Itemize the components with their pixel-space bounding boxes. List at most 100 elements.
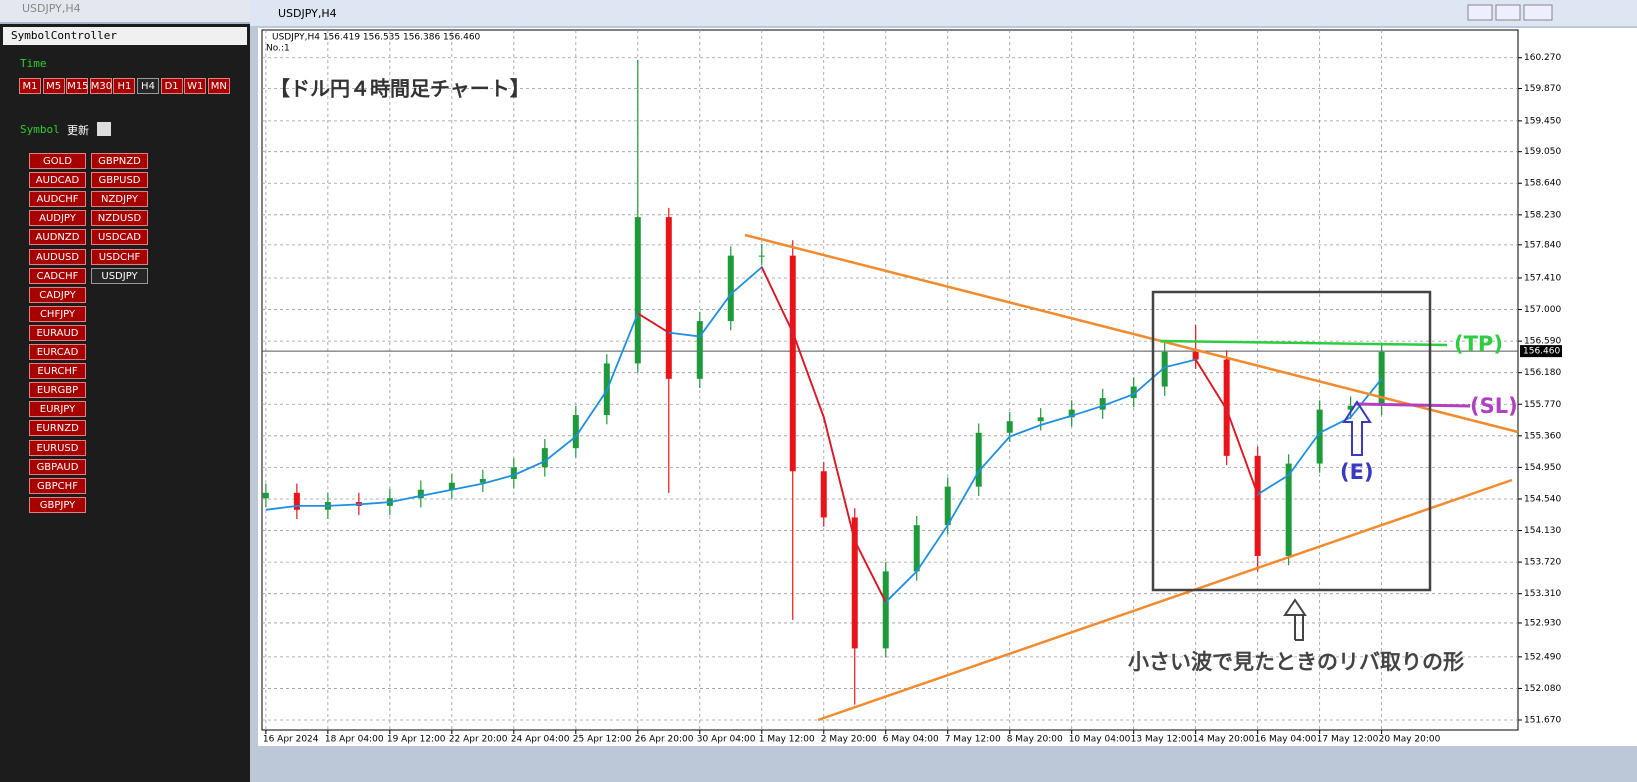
button[interactable]: H4 [137, 78, 159, 94]
button[interactable]: H1 [113, 78, 136, 94]
button[interactable]: D1 [160, 78, 183, 94]
y-tick-label: 159.050 [1524, 147, 1561, 157]
maximize-button[interactable] [1495, 4, 1521, 21]
button[interactable]: M5 [42, 78, 65, 94]
candle-body [758, 255, 765, 257]
refresh-button[interactable] [97, 122, 111, 136]
x-tick-label: 25 Apr 12:00 [573, 735, 632, 745]
x-tick-label: 13 May 12:00 [1131, 735, 1193, 745]
y-tick-label: 151.670 [1524, 715, 1561, 725]
y-tick-label: 154.950 [1524, 463, 1561, 473]
y-tick-label: 154.540 [1524, 494, 1561, 504]
entry-label: (E) [1340, 460, 1374, 484]
button[interactable]: EURJPY [29, 401, 86, 418]
x-tick-label: 26 Apr 20:00 [635, 735, 694, 745]
candle-body [1161, 351, 1168, 387]
button[interactable]: M15 [66, 78, 89, 94]
button[interactable]: NZDUSD [91, 210, 148, 227]
x-tick-label: 2 May 20:00 [821, 735, 877, 745]
sl-line [1354, 402, 1471, 408]
x-tick-label: 24 Apr 04:00 [511, 735, 570, 745]
candle-body [1006, 421, 1013, 433]
button[interactable]: USDCHF [91, 248, 148, 265]
y-tick-label: 153.720 [1524, 558, 1561, 568]
button[interactable]: M1 [19, 78, 41, 94]
candle-body [975, 432, 982, 487]
button[interactable]: GBPUSD [91, 172, 148, 189]
candle-body [882, 571, 889, 649]
close-button[interactable] [1523, 4, 1553, 21]
minimize-button[interactable] [1467, 4, 1493, 21]
x-tick-label: 18 Apr 04:00 [325, 735, 384, 745]
window-title: USDJPY,H4 [22, 2, 81, 15]
annotation: 小さい波で見たときのリバ取りの形 [1128, 650, 1464, 674]
x-tick-label: 20 May 20:00 [1379, 735, 1441, 745]
entry-arrow [1342, 400, 1372, 456]
button[interactable]: AUDNZD [29, 229, 86, 246]
back-window-title: USDJPY,H4 [0, 0, 250, 22]
candle-body [1037, 417, 1044, 422]
candle-body [913, 525, 920, 572]
button[interactable]: AUDCHF [29, 191, 86, 208]
button[interactable]: EURCAD [29, 344, 86, 360]
button[interactable]: MN [207, 78, 230, 94]
tp-line [1159, 339, 1448, 347]
x-tick-label: 16 Apr 2024 [263, 735, 319, 745]
button[interactable]: EURCHF [29, 363, 86, 380]
y-tick-label: 157.410 [1524, 273, 1561, 283]
y-tick-label: 152.930 [1524, 618, 1561, 628]
symbol-label: Symbol [20, 123, 60, 136]
button[interactable]: USDJPY [91, 267, 148, 284]
button[interactable]: GBPJPY [29, 496, 86, 513]
x-tick-label: 1 May 12:00 [759, 735, 815, 745]
symbol-controller: SymbolController Time Symbol 更新 M1 M5 M15 M… [0, 24, 250, 782]
button[interactable]: CADJPY [29, 286, 86, 303]
y-tick-label: 155.360 [1524, 431, 1561, 441]
button[interactable]: EURNZD [29, 420, 86, 437]
button[interactable]: USDCAD [91, 229, 148, 246]
candle-body [789, 255, 796, 472]
candle-body [1316, 409, 1323, 464]
candle-body [417, 489, 424, 499]
y-tick-label: 153.310 [1524, 589, 1561, 599]
trend-line [817, 478, 1513, 722]
y-tick-label: 155.770 [1524, 400, 1561, 410]
chart-subheader: No.:1 [266, 44, 290, 54]
time-label: Time [20, 57, 47, 70]
candle-body [572, 415, 579, 449]
button[interactable]: GBPCHF [29, 477, 86, 494]
y-tick-label: 156.180 [1524, 368, 1561, 378]
button[interactable]: AUDCAD [29, 172, 86, 189]
current-price-label: 156.460 [1523, 347, 1560, 357]
x-tick-label: 30 Apr 04:00 [697, 735, 756, 745]
candle-body [510, 467, 517, 479]
button[interactable]: GBPAUD [29, 458, 86, 475]
button[interactable]: CADCHF [29, 267, 86, 284]
button[interactable]: M30 [89, 78, 112, 94]
candle-body [1099, 398, 1106, 410]
button[interactable]: W1 [184, 78, 207, 94]
candle-body [1068, 409, 1075, 418]
button[interactable]: AUDUSD [29, 248, 86, 265]
y-tick-label: 157.840 [1524, 240, 1561, 250]
button[interactable]: AUDJPY [29, 210, 86, 227]
plot-frame [261, 29, 1519, 731]
button[interactable]: CHFJPY [29, 305, 86, 322]
candle-body [944, 486, 951, 526]
tp-label: (TP) [1454, 332, 1503, 356]
y-tick-label: 157.000 [1524, 305, 1561, 315]
candle-body [1347, 405, 1354, 410]
x-tick-label: 6 May 04:00 [883, 735, 939, 745]
candle-body [1285, 463, 1292, 556]
button[interactable]: GBPNZD [91, 153, 148, 169]
button[interactable]: GOLD [29, 153, 86, 169]
y-tick-label: 152.490 [1524, 652, 1561, 662]
button[interactable]: NZDJPY [91, 191, 148, 208]
button[interactable]: EURGBP [29, 382, 86, 399]
chart-header: USDJPY,H4 156.419 156.535 156.386 156.46… [272, 33, 481, 43]
moving-average [637, 266, 1259, 603]
y-tick-label: 154.130 [1524, 526, 1561, 536]
button[interactable]: EURUSD [29, 439, 86, 456]
button[interactable]: EURAUD [29, 324, 86, 341]
